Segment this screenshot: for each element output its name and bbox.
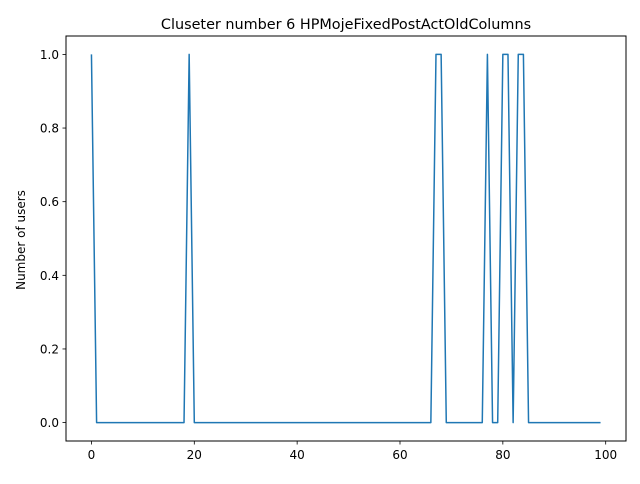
plot-area [90, 53, 601, 424]
axes-frame [65, 35, 627, 442]
x-tick-label: 60 [392, 448, 407, 462]
y-tick-label: 0.6 [40, 195, 59, 209]
y-tick-label: 1.0 [40, 48, 59, 62]
y-tick-label: 0.4 [40, 269, 59, 283]
y-axis-label: Number of users [14, 190, 28, 290]
y-tick-label: 0.8 [40, 122, 59, 136]
x-tick-label: 40 [290, 448, 305, 462]
x-tick-label: 80 [495, 448, 510, 462]
x-tick-label: 0 [88, 448, 96, 462]
x-tick-label: 100 [594, 448, 617, 462]
series-line [90, 53, 601, 424]
y-tick-label: 0.0 [40, 416, 59, 430]
y-tick-label: 0.2 [40, 342, 59, 356]
chart-title: Cluseter number 6 HPMojeFixedPostActOldC… [161, 17, 531, 33]
axis-ticks: 0 20 40 60 80 100 0.0 0.2 0.4 0.6 0.8 1.0 [40, 48, 617, 462]
x-tick-label: 20 [187, 448, 202, 462]
